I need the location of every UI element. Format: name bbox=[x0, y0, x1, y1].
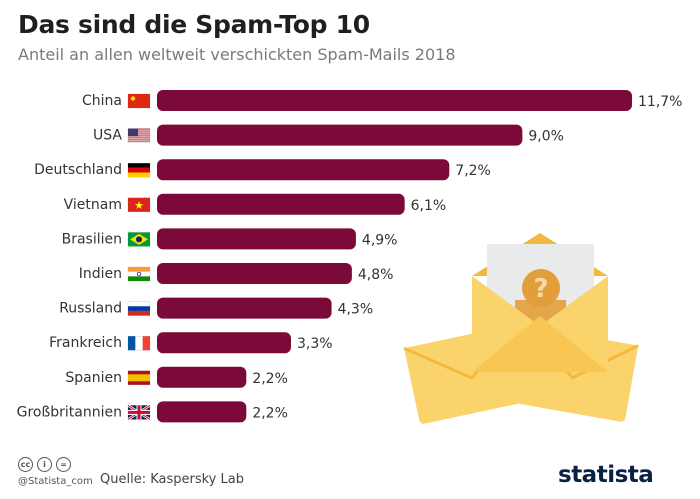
bar-usa bbox=[157, 124, 523, 146]
flag-spain-icon bbox=[127, 370, 151, 386]
svg-text:★: ★ bbox=[134, 200, 144, 212]
value-label: 11,7% bbox=[638, 94, 682, 110]
flag-russia-icon bbox=[127, 301, 151, 316]
bar-vietnam bbox=[157, 193, 405, 215]
bar-großbritannien bbox=[157, 401, 247, 423]
svg-text:?: ? bbox=[533, 274, 548, 304]
category-label: USA bbox=[93, 128, 122, 144]
statista-logo[interactable]: statista bbox=[558, 462, 654, 488]
flag-brazil-icon bbox=[127, 232, 151, 247]
bar-deutschland bbox=[157, 159, 450, 181]
bar-spanien bbox=[157, 366, 247, 388]
license-icons: cc i = bbox=[18, 457, 71, 472]
chart-subtitle: Anteil an allen weltweit verschickten Sp… bbox=[18, 45, 456, 64]
value-label: 4,8% bbox=[358, 267, 394, 283]
value-label: 9,0% bbox=[528, 129, 564, 145]
bar-russland bbox=[157, 297, 332, 319]
chart-title: Das sind die Spam-Top 10 bbox=[18, 10, 370, 39]
category-label: Frankreich bbox=[49, 335, 122, 351]
flag-france-icon bbox=[127, 335, 151, 351]
cc-icon: cc bbox=[18, 457, 33, 472]
envelope-question-icon: ? bbox=[403, 233, 639, 424]
category-label: Spanien bbox=[65, 370, 122, 386]
statista-handle: @Statista_com bbox=[18, 476, 93, 487]
bar-brasilien bbox=[157, 228, 356, 250]
flag-usa-icon bbox=[127, 128, 151, 143]
category-label: Deutschland bbox=[34, 162, 122, 178]
category-label: Russland bbox=[59, 301, 122, 317]
bar-indien bbox=[157, 263, 352, 284]
category-label: China bbox=[82, 93, 122, 109]
by-icon: i bbox=[37, 457, 52, 472]
flag-india-icon bbox=[127, 266, 151, 282]
flag-vietnam-icon: ★ bbox=[127, 197, 151, 213]
bar-frankreich bbox=[157, 332, 291, 354]
flag-germany-icon bbox=[127, 162, 151, 178]
flag-china-icon bbox=[127, 93, 151, 109]
value-label: 3,3% bbox=[297, 336, 333, 352]
nd-icon: = bbox=[56, 457, 71, 472]
value-label: 2,2% bbox=[252, 371, 288, 387]
value-label: 4,9% bbox=[362, 232, 398, 248]
category-label: Großbritannien bbox=[17, 404, 122, 420]
value-label: 4,3% bbox=[338, 302, 374, 318]
bar-china bbox=[157, 90, 632, 111]
source-note: Quelle: Kaspersky Lab bbox=[100, 472, 244, 487]
value-label: 7,2% bbox=[455, 163, 491, 179]
flag-uk-icon bbox=[127, 404, 151, 421]
value-label: 2,2% bbox=[252, 405, 288, 421]
category-label: Indien bbox=[79, 266, 122, 282]
category-label: Vietnam bbox=[64, 197, 122, 213]
value-label: 6,1% bbox=[411, 198, 447, 214]
category-label: Brasilien bbox=[62, 231, 122, 247]
